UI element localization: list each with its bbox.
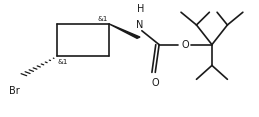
Polygon shape	[109, 24, 140, 38]
Text: &1: &1	[57, 58, 68, 64]
Text: O: O	[152, 78, 159, 88]
Text: &1: &1	[97, 16, 108, 22]
Text: H: H	[138, 4, 145, 14]
Text: N: N	[136, 20, 143, 30]
Text: Br: Br	[10, 86, 20, 96]
Text: O: O	[181, 40, 189, 50]
